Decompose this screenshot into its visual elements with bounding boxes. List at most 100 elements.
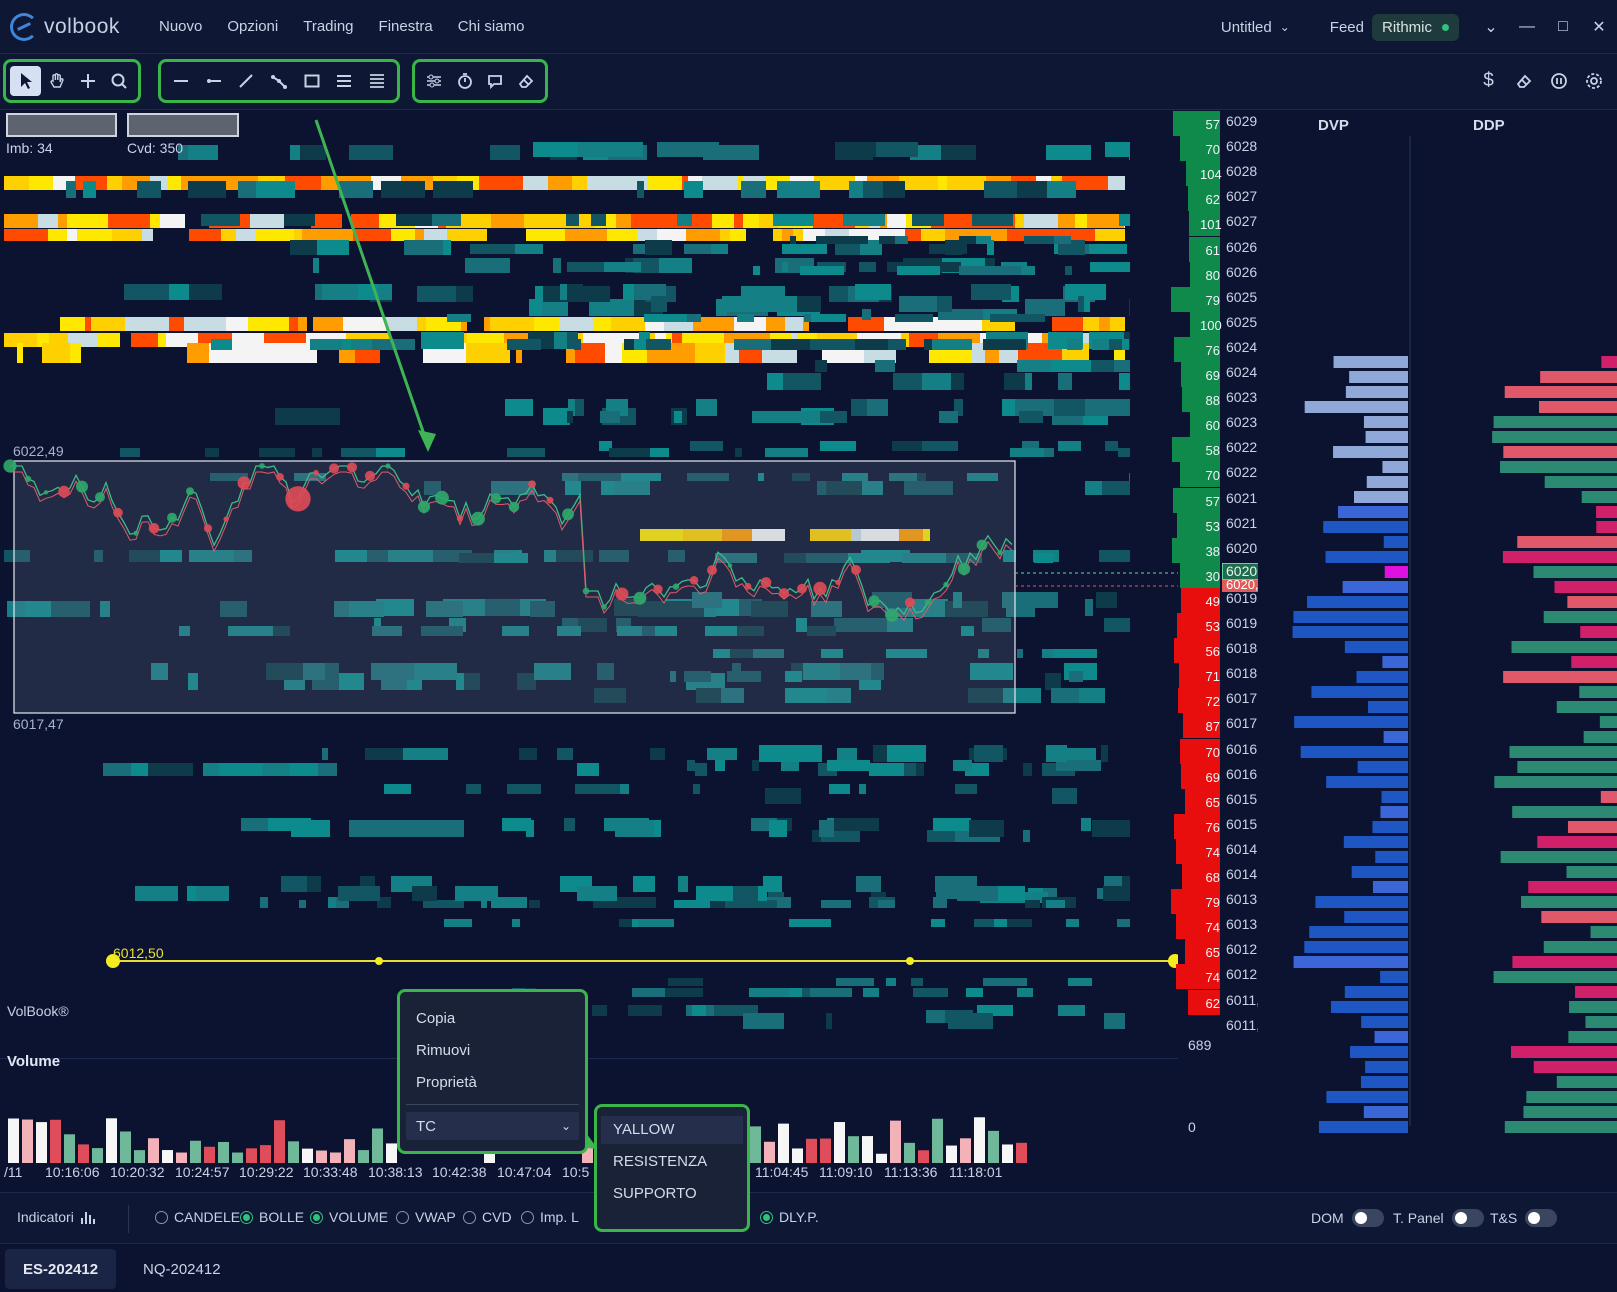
- price-ladder[interactable]: 57 70 104 62 101 61 80 79 100 76 69 88 60 58 70 57 53 38 3…: [1171, 111, 1278, 1171]
- heatmap-cell: [887, 745, 926, 762]
- submenu-item-resistenza[interactable]: RESISTENZA: [613, 1153, 708, 1170]
- t-panel-switch[interactable]: [1451, 1209, 1484, 1227]
- ts-toggle[interactable]: T&S: [1490, 1209, 1558, 1227]
- dvp-bar: [1356, 671, 1408, 683]
- indicator-candele[interactable]: CANDELE: [155, 1209, 240, 1225]
- tab-es-202412[interactable]: ES-202412: [5, 1249, 117, 1289]
- horizontal-line-icon[interactable]: [165, 66, 198, 96]
- menu-item-rimuovi[interactable]: Rimuovi: [416, 1042, 471, 1059]
- heatmap-chart[interactable]: Imb: 34 Cvd: 350 6022,49 6017,47 6012,50…: [0, 111, 1178, 1055]
- trade-bubble: [976, 539, 988, 551]
- maximize-icon[interactable]: □: [1558, 18, 1568, 35]
- settings-icon[interactable]: [1576, 66, 1611, 96]
- menu-opzioni[interactable]: Opzioni: [227, 18, 279, 35]
- indicator-dly-p[interactable]: DLY.P.: [760, 1209, 819, 1225]
- radio-vwap[interactable]: [396, 1210, 409, 1224]
- heatmap-cell: [1114, 360, 1130, 372]
- dvp-bar: [1326, 776, 1408, 788]
- indicator-vwap[interactable]: VWAP: [396, 1209, 456, 1225]
- radio-dly-p[interactable]: [760, 1210, 773, 1224]
- heatmap-cell: [899, 529, 923, 541]
- heatmap-cell: [178, 145, 188, 160]
- radio-candele[interactable]: [155, 1210, 168, 1224]
- heatmap-cell: [507, 448, 545, 457]
- volume-bar: [330, 1152, 341, 1163]
- crosshair-icon[interactable]: [72, 66, 103, 96]
- indicator-bolle[interactable]: BOLLE: [240, 1209, 304, 1225]
- lines-icon[interactable]: [328, 66, 361, 96]
- volume-title: Volume: [7, 1053, 61, 1070]
- radio-imp-l[interactable]: [521, 1210, 534, 1224]
- heatmap-cell: [863, 181, 883, 198]
- menu-chi-siamo[interactable]: Chi siamo: [457, 18, 525, 35]
- heatmap-cell: [597, 663, 614, 680]
- heatmap-cell: [687, 314, 701, 322]
- heatmap-cell: [421, 820, 464, 837]
- heatmap-cell: [577, 763, 599, 776]
- heatmap-cell: [800, 266, 816, 275]
- feed-provider-badge[interactable]: Rithmic: [1371, 13, 1459, 41]
- zoom-icon[interactable]: [103, 66, 134, 96]
- ddp-bar: [1503, 446, 1617, 458]
- minimize-icon[interactable]: —: [1519, 18, 1535, 35]
- volume-bar: [274, 1120, 285, 1163]
- dom-size-bar: [1174, 638, 1220, 664]
- dom-toggle[interactable]: DOM: [1311, 1209, 1384, 1227]
- indicator-cvd[interactable]: CVD: [463, 1209, 512, 1225]
- trade-bubble: [760, 577, 772, 588]
- indicator-imp-l[interactable]: Imp. L: [521, 1209, 579, 1225]
- radio-cvd[interactable]: [463, 1210, 476, 1224]
- ts-switch[interactable]: [1525, 1209, 1558, 1227]
- submenu-item-yallow[interactable]: YALLOW: [613, 1121, 675, 1138]
- heatmap-cell: [465, 258, 510, 273]
- heatmap-cell: [802, 988, 810, 997]
- menu-nuovo[interactable]: Nuovo: [159, 18, 203, 35]
- sliders-icon[interactable]: [419, 66, 450, 96]
- submenu-item-supporto[interactable]: SUPPORTO: [613, 1185, 697, 1202]
- menu-finestra[interactable]: Finestra: [378, 18, 433, 35]
- comment-icon[interactable]: [480, 66, 511, 96]
- imbalance-label: Imb: 34: [6, 140, 53, 156]
- ray-icon[interactable]: [198, 66, 231, 96]
- heatmap-cell: [565, 481, 581, 495]
- workspace-name[interactable]: Untitled: [1220, 18, 1272, 36]
- eraser-icon[interactable]: [1506, 66, 1541, 96]
- indicators-button[interactable]: Indicatori: [17, 1209, 98, 1225]
- heatmap-cell: [600, 411, 620, 423]
- indicator-volume[interactable]: VOLUME: [310, 1209, 388, 1225]
- radio-volume[interactable]: [310, 1210, 323, 1224]
- volume-bar: [78, 1144, 89, 1163]
- timer-icon[interactable]: [450, 66, 481, 96]
- ddp-bar: [1512, 956, 1617, 968]
- volume-bar: [862, 1136, 873, 1163]
- multi-lines-icon[interactable]: [360, 66, 393, 96]
- tab-nq-202412[interactable]: NQ-202412: [143, 1260, 221, 1278]
- pause-icon[interactable]: [1541, 66, 1576, 96]
- heatmap-cell: [727, 671, 761, 682]
- t-panel-toggle[interactable]: T. Panel: [1393, 1209, 1484, 1227]
- chevron-down-icon[interactable]: ⌄: [1279, 20, 1290, 34]
- chevron-down-icon[interactable]: ⌄: [1484, 19, 1498, 36]
- heatmap-cell: [733, 900, 777, 908]
- trade-bubble: [385, 463, 391, 469]
- trade-bubble: [528, 480, 536, 489]
- rectangle-icon[interactable]: [295, 66, 328, 96]
- eraser-icon[interactable]: [511, 66, 542, 96]
- template-select[interactable]: TC ⌄: [406, 1112, 579, 1140]
- dollar-icon[interactable]: $: [1483, 70, 1494, 91]
- heatmap-cell: [855, 284, 891, 300]
- heatmap-cell: [217, 214, 240, 226]
- time-label: 10:33:48: [303, 1164, 358, 1180]
- heatmap-cell: [188, 673, 198, 690]
- cursor-icon[interactable]: [10, 66, 41, 96]
- polyline-icon[interactable]: [263, 66, 296, 96]
- dom-switch[interactable]: [1351, 1209, 1384, 1227]
- menu-trading[interactable]: Trading: [303, 18, 354, 35]
- menu-item-proprieta[interactable]: Proprietà: [416, 1074, 477, 1091]
- heatmap-cell: [657, 229, 686, 241]
- trendline-icon[interactable]: [230, 66, 263, 96]
- hand-icon[interactable]: [41, 66, 72, 96]
- menu-item-copia[interactable]: Copia: [416, 1010, 456, 1027]
- close-icon[interactable]: ✕: [1592, 19, 1606, 36]
- radio-bolle[interactable]: [240, 1210, 253, 1224]
